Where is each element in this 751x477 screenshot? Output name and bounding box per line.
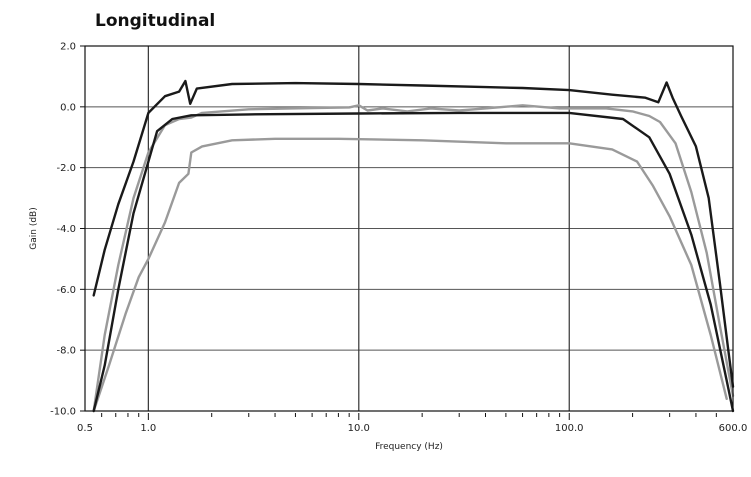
y-axis-label: Gain (dB) [29,207,39,249]
x-tick-label: 10.0 [348,423,370,434]
x-tick-label: 100.0 [555,423,584,434]
y-tick-label: 0.0 [60,102,76,113]
x-tick-label: 1.0 [140,423,156,434]
y-tick-label: -4.0 [56,224,76,235]
y-tick-label: -8.0 [56,346,76,357]
tick-marks [80,45,717,420]
tick-labels: 2.0 0.0 -2.0 -4.0 -6.0 -8.0 -10.00.5 1.0 10.0 100… [50,42,747,435]
x-tick-label: 600.0 [719,423,748,434]
series-group [92,79,735,413]
series-line-2 [92,79,735,388]
y-tick-label: -6.0 [56,285,76,296]
grid [85,46,733,411]
y-tick-label: -2.0 [56,163,76,174]
y-tick-label: 2.0 [60,42,76,53]
chart-title: Longitudinal [95,11,215,31]
x-tick-label: 0.5 [77,423,93,434]
y-tick-label: -10.0 [50,407,76,418]
x-axis-label: Frequency (Hz) [375,442,443,452]
series-line-3 [92,137,728,413]
series-line-1 [92,104,735,413]
series-line-4 [92,111,735,413]
